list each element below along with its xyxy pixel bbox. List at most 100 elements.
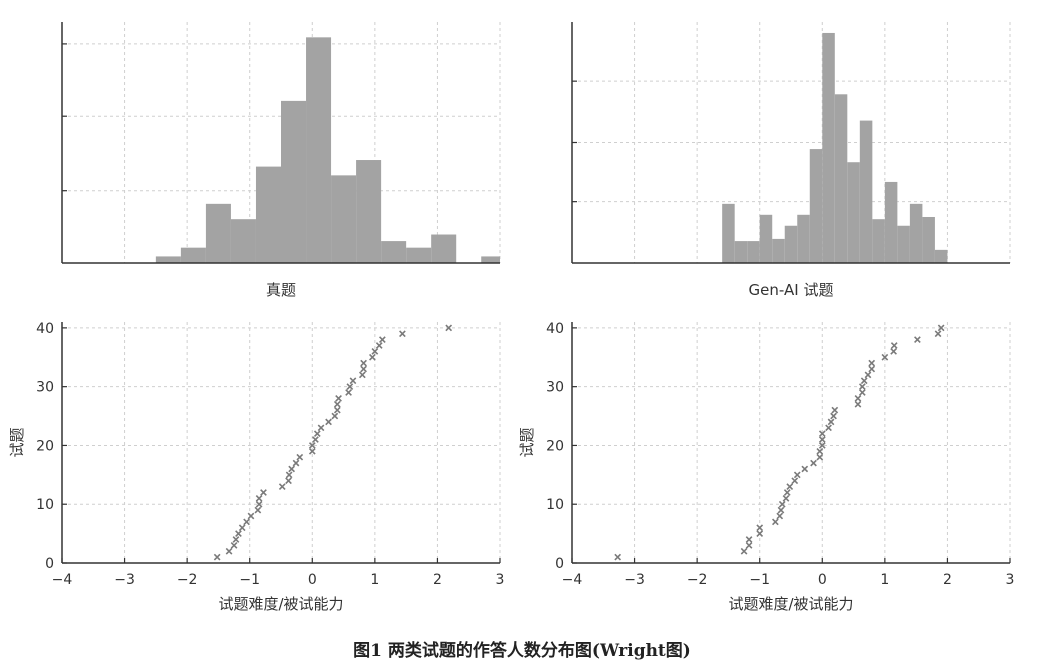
histogram-bar [356,160,382,263]
x-tick-label: 2 [943,572,952,588]
scatter-point [778,500,786,508]
panel-real-items-histogram: 真题 [61,22,501,299]
x-axis-label: Gen-AI 试题 [749,281,834,299]
scatter-point [358,371,366,379]
scatter-point [890,342,898,349]
scatter-point [278,483,286,490]
histogram-bar [722,203,735,263]
scatter-point [830,412,837,420]
scatter-point [860,377,868,385]
panel-real-items-scatter: 0 10 20 30 40 −4 −3 −2 −1 0 1 2 3 试题难度/被试能力 试题 [8,321,504,613]
histogram-bar [481,256,500,263]
histogram-bar [797,214,810,263]
scatter-point [786,483,794,490]
scatter-point [333,400,341,408]
y-axis-label: 试题 [8,427,26,457]
histogram-bar [306,37,332,263]
x-tick-label: −3 [114,572,135,588]
scatter-point [317,424,325,432]
scatter-point [360,359,367,367]
histogram-bar [155,256,181,263]
scatter-point [818,442,826,449]
scatter-point [325,418,332,426]
scatter-point [881,353,889,361]
y-tick-label: 0 [555,556,564,572]
scatter-point [308,442,316,449]
histogram-bar [255,166,281,263]
x-tick-label: 0 [308,572,317,588]
histogram-bar [872,219,885,263]
scatter-point [308,447,316,455]
y-axis-label: 试题 [518,427,536,457]
y-tick-label: 40 [546,321,564,337]
x-tick-label: −2 [177,572,198,588]
scatter-point [255,500,263,508]
x-tick-label: −3 [624,572,645,588]
histogram-bar [381,241,407,263]
scatter-point [247,512,255,520]
y-tick-label: 20 [546,438,564,454]
histogram-bar [847,162,860,263]
scatter-point [288,465,296,473]
scatter-point [745,536,753,543]
scatter-point [312,436,319,443]
scatter-point [255,494,263,502]
scatter-point [399,330,406,338]
scatter-point [854,395,862,402]
scatter-point [285,471,293,479]
histogram-bar [281,100,307,263]
scatter-point [818,436,826,443]
scatter-point [238,524,246,532]
histogram-bar [180,247,206,263]
histogram-bar [834,94,848,263]
scatter-point [756,530,764,537]
histogram-bar [230,219,256,263]
scatter-point [368,353,376,361]
histogram-bar [884,181,898,263]
scatter-point [783,489,791,496]
scatter-point [296,453,304,461]
histogram-bar [897,225,910,263]
scatter-point [831,406,839,414]
histogram-bar [822,32,835,263]
scatter-point [346,383,354,391]
scatter-point [816,447,824,455]
histogram-bar [859,120,873,263]
scatter-point [858,389,866,396]
x-tick-label: −4 [52,572,73,588]
x-tick-label: −4 [562,572,583,588]
histogram-bar [406,247,432,263]
panel-genai-items-histogram: Gen-AI 试题 [571,22,1011,299]
x-tick-label: 3 [496,572,505,588]
scatter-point [818,430,826,438]
scatter-point [371,348,379,355]
scatter-point [776,512,784,520]
y-tick-label: 10 [36,497,54,513]
y-tick-label: 0 [45,556,54,572]
x-axis-label: 试题难度/被试能力 [218,595,343,613]
histogram-bar [809,149,823,263]
scatter-point [934,330,942,338]
histogram-bar [759,214,773,263]
scatter-point [827,418,835,426]
scatter-point [825,424,832,432]
scatter-point [360,365,367,373]
histogram-bar [909,203,923,263]
scatter-point [854,400,862,408]
scatter-point [890,348,897,355]
scatter-point [937,324,945,332]
scatter-point [614,553,622,561]
x-tick-label: −2 [687,572,708,588]
x-tick-label: −1 [749,572,770,588]
histogram-bar [331,175,357,263]
x-tick-label: −1 [239,572,260,588]
scatter-point [285,477,292,485]
scatter-point [213,553,221,561]
scatter-point [345,389,352,396]
scatter-point [793,471,801,479]
scatter-point [225,547,233,555]
x-tick-label: 3 [1006,572,1015,588]
scatter-point [777,506,785,514]
figure-caption: 图1 两类试题的作答人数分布图(Wright图) [353,640,691,661]
scatter-point [782,494,790,502]
